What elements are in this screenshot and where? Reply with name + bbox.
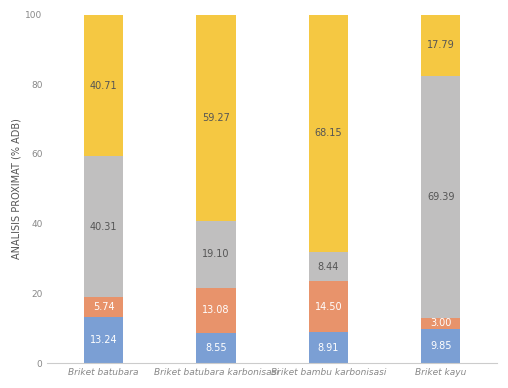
Bar <box>196 15 236 221</box>
Bar <box>196 288 236 333</box>
Bar <box>421 76 460 318</box>
Text: 13.08: 13.08 <box>202 305 230 315</box>
Text: 40.31: 40.31 <box>90 222 117 232</box>
Bar <box>421 318 460 329</box>
Text: 17.79: 17.79 <box>427 40 455 50</box>
Bar <box>196 333 236 363</box>
Bar <box>309 332 348 363</box>
Bar <box>196 221 236 288</box>
Text: 40.71: 40.71 <box>90 81 117 90</box>
Text: 8.55: 8.55 <box>205 343 227 353</box>
Text: 14.50: 14.50 <box>314 302 342 312</box>
Bar <box>309 281 348 332</box>
Text: 59.27: 59.27 <box>202 113 230 123</box>
Bar <box>309 15 348 252</box>
Bar <box>421 329 460 363</box>
Text: 13.24: 13.24 <box>90 335 117 345</box>
Bar <box>421 14 460 76</box>
Bar <box>84 156 123 297</box>
Text: 69.39: 69.39 <box>427 192 455 203</box>
Bar <box>309 252 348 281</box>
Text: 3.00: 3.00 <box>430 319 452 329</box>
Bar <box>84 297 123 317</box>
Text: 19.10: 19.10 <box>202 249 230 260</box>
Text: 8.44: 8.44 <box>318 262 339 272</box>
Text: 9.85: 9.85 <box>430 341 452 351</box>
Bar <box>84 15 123 156</box>
Text: 5.74: 5.74 <box>93 302 114 312</box>
Text: 8.91: 8.91 <box>318 343 339 353</box>
Bar <box>84 317 123 363</box>
Text: 68.15: 68.15 <box>314 128 342 139</box>
Y-axis label: ANALISIS PROXIMAT (% ADB): ANALISIS PROXIMAT (% ADB) <box>11 118 21 259</box>
